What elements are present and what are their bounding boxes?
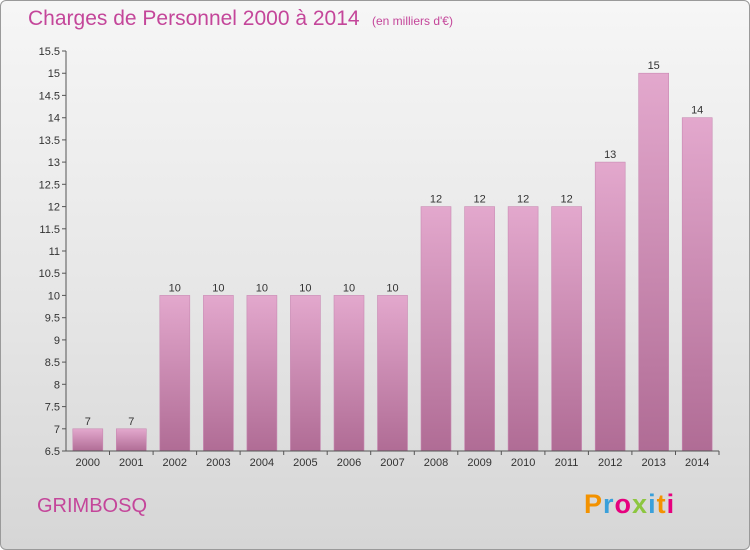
bar-2001: [116, 428, 147, 452]
commune-name: GRIMBOSQ: [37, 495, 148, 517]
y-tick-10: 10: [48, 290, 60, 302]
logo-letter: r: [603, 489, 615, 519]
x-tick-2010: 2010: [511, 457, 535, 469]
logo-letter: i: [648, 489, 657, 519]
bar-2003: [203, 295, 234, 452]
x-tick-2013: 2013: [641, 457, 665, 469]
chart-subtitle: (en milliers d'€): [372, 14, 453, 28]
bar-2010: [507, 206, 539, 452]
x-tick-2014: 2014: [685, 457, 709, 469]
x-tick-2006: 2006: [337, 457, 361, 469]
bar-2009: [464, 206, 495, 452]
bar-2011: [551, 206, 582, 452]
value-label-2013: 15: [648, 60, 660, 72]
value-label-2000: 7: [85, 416, 91, 428]
y-tick-7.5: 7.5: [45, 402, 60, 414]
proxiti-logo: Proxiti: [584, 489, 675, 520]
value-label-2006: 10: [343, 282, 355, 294]
x-tick-2005: 2005: [293, 457, 317, 469]
bar-2007: [377, 295, 408, 452]
bar-2000: [72, 428, 104, 452]
y-tick-10.5: 10.5: [39, 268, 60, 280]
chart-title: Charges de Personnel 2000 à 2014: [28, 7, 360, 30]
x-tick-2001: 2001: [119, 457, 143, 469]
value-label-2014: 14: [691, 105, 703, 117]
y-tick-15.5: 15.5: [39, 46, 60, 58]
value-label-2003: 10: [212, 282, 224, 294]
y-tick-7: 7: [54, 424, 60, 436]
x-tick-2009: 2009: [467, 457, 491, 469]
y-tick-6.5: 6.5: [45, 446, 60, 458]
y-tick-15: 15: [48, 68, 60, 80]
y-tick-14.5: 14.5: [39, 90, 60, 102]
x-tick-2003: 2003: [206, 457, 230, 469]
bar-2014: [681, 117, 713, 452]
y-tick-12: 12: [48, 202, 60, 214]
x-tick-2002: 2002: [163, 457, 187, 469]
x-tick-2000: 2000: [76, 457, 100, 469]
bar-2013: [638, 72, 670, 452]
value-label-2010: 12: [517, 194, 529, 206]
value-label-2011: 12: [560, 194, 572, 206]
logo-letter: i: [666, 489, 676, 519]
bar-2006: [333, 295, 365, 452]
logo-letter: o: [614, 489, 633, 519]
value-label-2007: 10: [386, 282, 398, 294]
y-tick-11: 11: [49, 246, 60, 258]
logo-letter: x: [632, 489, 649, 519]
y-tick-9: 9: [54, 335, 60, 347]
y-tick-8.5: 8.5: [45, 357, 60, 369]
value-label-2012: 13: [604, 149, 616, 161]
y-tick-11.5: 11.5: [39, 224, 60, 236]
value-label-2002: 10: [169, 282, 181, 294]
bar-2005: [290, 295, 321, 452]
y-tick-8: 8: [54, 379, 60, 391]
x-tick-2007: 2007: [380, 457, 404, 469]
y-tick-13.5: 13.5: [39, 135, 60, 147]
value-label-2008: 12: [430, 194, 442, 206]
x-tick-2012: 2012: [598, 457, 622, 469]
bar-2002: [159, 295, 191, 452]
value-label-2004: 10: [256, 282, 268, 294]
value-label-2001: 7: [128, 416, 134, 428]
y-tick-12.5: 12.5: [39, 179, 60, 191]
value-label-2009: 12: [473, 194, 485, 206]
value-label-2005: 10: [299, 282, 311, 294]
bar-2004: [246, 295, 278, 452]
y-tick-14: 14: [48, 113, 60, 125]
y-tick-13: 13: [48, 157, 60, 169]
x-tick-2008: 2008: [424, 457, 448, 469]
logo-letter: P: [584, 489, 604, 519]
x-tick-2004: 2004: [250, 457, 274, 469]
logo-letter: t: [656, 489, 667, 519]
bar-2012: [594, 161, 626, 452]
bar-2008: [420, 206, 452, 452]
y-tick-9.5: 9.5: [45, 313, 60, 325]
x-tick-2011: 2011: [555, 457, 579, 469]
